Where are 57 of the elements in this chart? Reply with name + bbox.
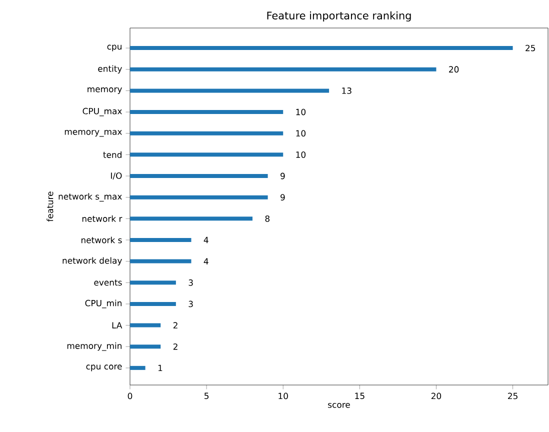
bar	[130, 131, 284, 136]
bar	[130, 152, 284, 157]
data-label: 1	[158, 364, 162, 372]
data-label: 4	[204, 258, 208, 264]
data-label: 4	[204, 236, 208, 244]
bar	[130, 344, 161, 349]
y-axis-title: feature	[46, 192, 54, 222]
y-tick-label: events	[94, 280, 122, 286]
data-label: 10	[296, 130, 306, 137]
data-label: 2	[173, 343, 178, 350]
data-label: 25	[526, 44, 536, 52]
y-tick-label: memory_max	[64, 130, 122, 137]
bar	[130, 366, 146, 370]
data-label: 2	[173, 322, 178, 328]
bar	[130, 110, 284, 114]
bar	[130, 67, 436, 72]
y-tick-label: cpu	[107, 44, 122, 52]
y-tick-label: LA	[112, 322, 122, 328]
bar	[130, 216, 252, 221]
bar	[130, 195, 268, 200]
y-tick-label: network s	[82, 236, 122, 244]
x-tick-label: 5	[204, 392, 209, 400]
x-tick-label: 20	[431, 392, 442, 400]
y-tick-label: network s_max	[58, 193, 122, 202]
bar	[130, 323, 161, 328]
y-tick-label: CPU_min	[85, 300, 122, 308]
data-label: 9	[280, 172, 285, 180]
x-tick-label: 10	[278, 392, 288, 400]
bar	[130, 259, 192, 264]
x-tick-label: 25	[508, 392, 518, 400]
bar	[130, 46, 513, 50]
data-label: 13	[342, 87, 352, 94]
chart-title: Feature importance ranking	[267, 11, 411, 22]
data-label: 8	[265, 215, 270, 222]
y-tick-label: network r	[82, 215, 122, 222]
bar	[130, 280, 176, 285]
x-axis-title: score	[328, 403, 350, 408]
y-tick-label: cpu core	[86, 364, 122, 372]
data-label: 3	[188, 279, 193, 286]
y-tick-label: entity	[98, 65, 122, 74]
data-label: 20	[449, 66, 459, 73]
x-tick-label: 15	[355, 392, 364, 400]
y-tick-label: memory_min	[67, 342, 122, 351]
data-label: 10	[296, 108, 306, 116]
y-tick-label: I/O	[111, 172, 122, 180]
y-tick-label: network delay	[62, 257, 122, 266]
bar	[130, 302, 176, 306]
y-tick-label: CPU_max	[82, 108, 122, 116]
data-label: 9	[280, 194, 285, 201]
y-tick-label: tend	[103, 151, 122, 158]
bar	[130, 88, 330, 93]
y-tick-label: memory	[88, 87, 122, 94]
bar	[130, 238, 192, 242]
bar	[130, 174, 268, 178]
x-tick-label: 0	[128, 392, 132, 400]
data-label: 3	[188, 300, 193, 308]
data-label: 10	[296, 151, 306, 158]
